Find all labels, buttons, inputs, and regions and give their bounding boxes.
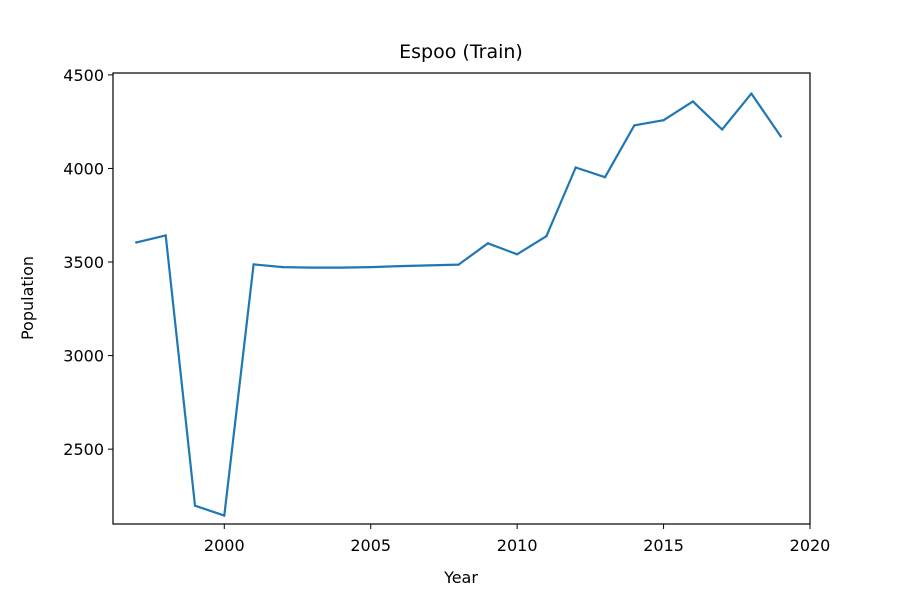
x-tick-label-2010: 2010 [497, 536, 538, 555]
data-point-1997 [135, 241, 138, 244]
chart-title: Espoo (Train) [399, 41, 523, 63]
y-tick-label-3500: 3500 [63, 253, 104, 272]
data-point-2012 [574, 166, 577, 169]
data-point-2007 [428, 264, 431, 267]
data-point-2018 [750, 92, 753, 95]
data-point-2017 [720, 128, 724, 131]
x-tick-label-2015: 2015 [643, 536, 684, 555]
data-point-2008 [457, 263, 460, 266]
x-tick-label-2005: 2005 [350, 536, 391, 555]
data-point-1999 [193, 504, 197, 507]
data-point-2000 [223, 514, 226, 517]
data-point-2016 [691, 100, 695, 103]
data-point-2010 [515, 253, 519, 256]
data-point-2014 [633, 124, 636, 127]
y-tick-label-3000: 3000 [63, 347, 104, 366]
axes-frame [112, 72, 811, 525]
y-tick-label-4000: 4000 [63, 159, 104, 178]
data-point-2015 [662, 119, 665, 122]
y-tick-label-2500: 2500 [63, 440, 104, 459]
y-tick-label-4500: 4500 [63, 66, 104, 85]
data-point-2005 [369, 265, 372, 269]
y-axis-label: Population [18, 256, 37, 340]
x-tick-label-2000: 2000 [204, 536, 245, 555]
x-axis-label: Year [443, 568, 478, 587]
data-point-1998 [164, 234, 167, 237]
x-tick-label-2020: 2020 [790, 536, 831, 555]
data-point-2009 [486, 242, 490, 245]
data-point-2001 [252, 263, 255, 266]
data-point-2013 [603, 176, 607, 179]
data-point-2004 [340, 266, 343, 269]
data-point-2011 [545, 235, 548, 238]
data-point-2019 [779, 135, 782, 138]
plot-area: 2000 2005 2010 2015 2020 2500 3000 3500 4000 4500 [63, 66, 830, 555]
data-point-2002 [281, 265, 285, 269]
data-point-2003 [310, 266, 314, 269]
data-point-2006 [398, 264, 402, 268]
